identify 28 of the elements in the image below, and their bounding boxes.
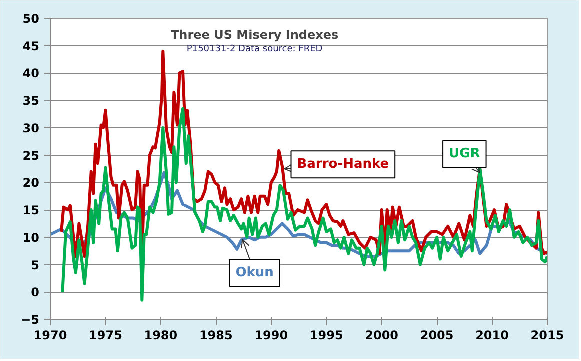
text: Three US Misery Indexes bbox=[170, 28, 339, 42]
y-tick-label: 10 bbox=[22, 230, 40, 245]
y-tick-label: 45 bbox=[22, 39, 40, 54]
y-tick-label: 40 bbox=[22, 66, 40, 81]
x-tick-label: 1970 bbox=[34, 328, 68, 342]
line-series bbox=[61, 107, 548, 302]
x-tick-label: 1985 bbox=[199, 328, 233, 342]
series-label: Okun bbox=[236, 265, 274, 280]
y-tick-label: −5 bbox=[21, 313, 40, 327]
x-tick-label: 1975 bbox=[89, 328, 122, 342]
y-tick-label: 30 bbox=[22, 121, 40, 136]
x-tick-label: 1980 bbox=[144, 328, 178, 342]
y-tick-label: 35 bbox=[22, 94, 40, 108]
y-tick-label: 20 bbox=[22, 176, 40, 190]
text: P150131-2 Data source: FRED bbox=[186, 44, 323, 55]
x-tick-label: 2000 bbox=[365, 328, 399, 342]
x-tick-label: 1995 bbox=[310, 328, 344, 342]
y-tick-label: 0 bbox=[31, 286, 40, 300]
x-tick-label: 2015 bbox=[530, 328, 564, 342]
x-tick-label: 2010 bbox=[476, 328, 509, 342]
y-tick-label: 15 bbox=[22, 204, 40, 218]
y-tick-label: 50 bbox=[22, 12, 40, 26]
x-tick-label: 1990 bbox=[254, 328, 288, 342]
series-label: Barro-Hanke bbox=[297, 157, 390, 172]
y-tick-label: 5 bbox=[31, 258, 40, 272]
series-label: UGR bbox=[449, 146, 480, 162]
y-tick-label: 25 bbox=[22, 148, 40, 163]
x-tick-label: 2005 bbox=[420, 328, 454, 342]
